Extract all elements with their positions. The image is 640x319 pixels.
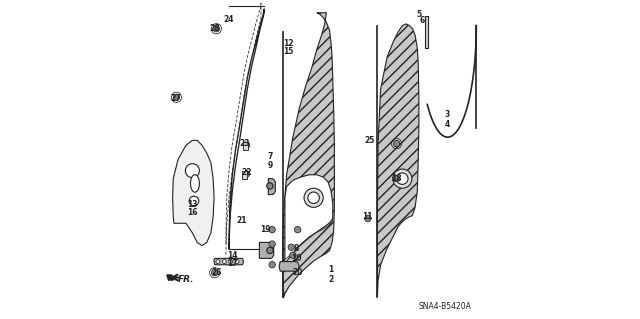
Text: 7: 7 (268, 152, 273, 161)
Circle shape (394, 175, 400, 182)
Text: 10: 10 (291, 254, 301, 263)
Ellipse shape (191, 174, 200, 192)
Circle shape (304, 188, 323, 207)
Circle shape (267, 183, 273, 189)
Text: 18: 18 (391, 174, 402, 183)
Text: 21: 21 (237, 216, 247, 225)
Circle shape (216, 260, 220, 263)
Text: 23: 23 (240, 139, 250, 148)
Circle shape (365, 215, 371, 222)
Text: FR.: FR. (178, 275, 195, 284)
Circle shape (308, 192, 319, 204)
Circle shape (243, 142, 250, 148)
Polygon shape (285, 175, 333, 262)
Text: 27: 27 (170, 94, 181, 103)
Circle shape (212, 270, 218, 276)
Text: 17: 17 (227, 259, 237, 268)
Text: 19: 19 (260, 225, 271, 234)
Circle shape (397, 173, 408, 184)
Text: SNA4-B5420A: SNA4-B5420A (419, 302, 472, 311)
Text: 25: 25 (364, 136, 374, 145)
Text: 16: 16 (187, 208, 198, 217)
Text: 20: 20 (292, 268, 303, 277)
Polygon shape (167, 275, 173, 280)
Text: 26: 26 (211, 268, 221, 277)
Polygon shape (243, 142, 248, 150)
Circle shape (393, 169, 412, 188)
Polygon shape (283, 13, 334, 298)
Polygon shape (425, 16, 428, 48)
Text: 24: 24 (224, 15, 234, 24)
Circle shape (222, 260, 226, 263)
Polygon shape (259, 242, 274, 258)
Circle shape (228, 260, 232, 263)
Polygon shape (378, 24, 419, 297)
Polygon shape (214, 258, 243, 265)
Circle shape (269, 262, 275, 268)
Circle shape (290, 252, 296, 258)
Text: 9: 9 (268, 161, 273, 170)
Circle shape (173, 94, 180, 100)
Text: 4: 4 (445, 120, 450, 129)
Text: 3: 3 (445, 110, 450, 119)
Circle shape (269, 241, 275, 247)
Text: 13: 13 (187, 200, 198, 209)
Text: 8: 8 (293, 244, 299, 253)
Circle shape (267, 247, 273, 254)
Polygon shape (242, 171, 247, 179)
Text: 2: 2 (328, 275, 334, 284)
Circle shape (243, 171, 250, 177)
Circle shape (269, 226, 275, 233)
Circle shape (394, 140, 400, 147)
Text: 12: 12 (283, 39, 293, 48)
Circle shape (235, 260, 239, 263)
Text: 15: 15 (283, 47, 293, 56)
Text: 11: 11 (363, 212, 373, 221)
Circle shape (294, 226, 301, 233)
Circle shape (186, 164, 200, 178)
Text: 28: 28 (209, 24, 220, 33)
Polygon shape (173, 140, 214, 246)
Text: 1: 1 (328, 265, 334, 274)
Circle shape (288, 244, 294, 250)
Polygon shape (279, 262, 300, 271)
Text: 14: 14 (227, 251, 237, 260)
Text: 6: 6 (419, 16, 425, 25)
Circle shape (189, 196, 199, 206)
Text: 22: 22 (241, 168, 252, 177)
Polygon shape (268, 179, 275, 195)
Text: 5: 5 (417, 10, 422, 19)
Circle shape (213, 26, 220, 32)
